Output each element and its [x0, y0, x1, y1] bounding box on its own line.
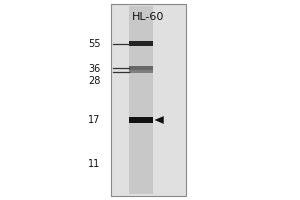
Bar: [129, 66, 153, 70]
Text: 17: 17: [88, 115, 100, 125]
Text: 28: 28: [88, 76, 100, 86]
Bar: [129, 117, 153, 123]
Text: 55: 55: [88, 39, 100, 49]
Bar: [111, 4, 186, 196]
Bar: [129, 41, 153, 46]
Bar: [129, 70, 153, 73]
Text: HL-60: HL-60: [132, 12, 165, 22]
Text: 11: 11: [88, 159, 100, 169]
Text: 36: 36: [88, 64, 100, 74]
Polygon shape: [154, 116, 164, 124]
Bar: [129, 6, 153, 194]
